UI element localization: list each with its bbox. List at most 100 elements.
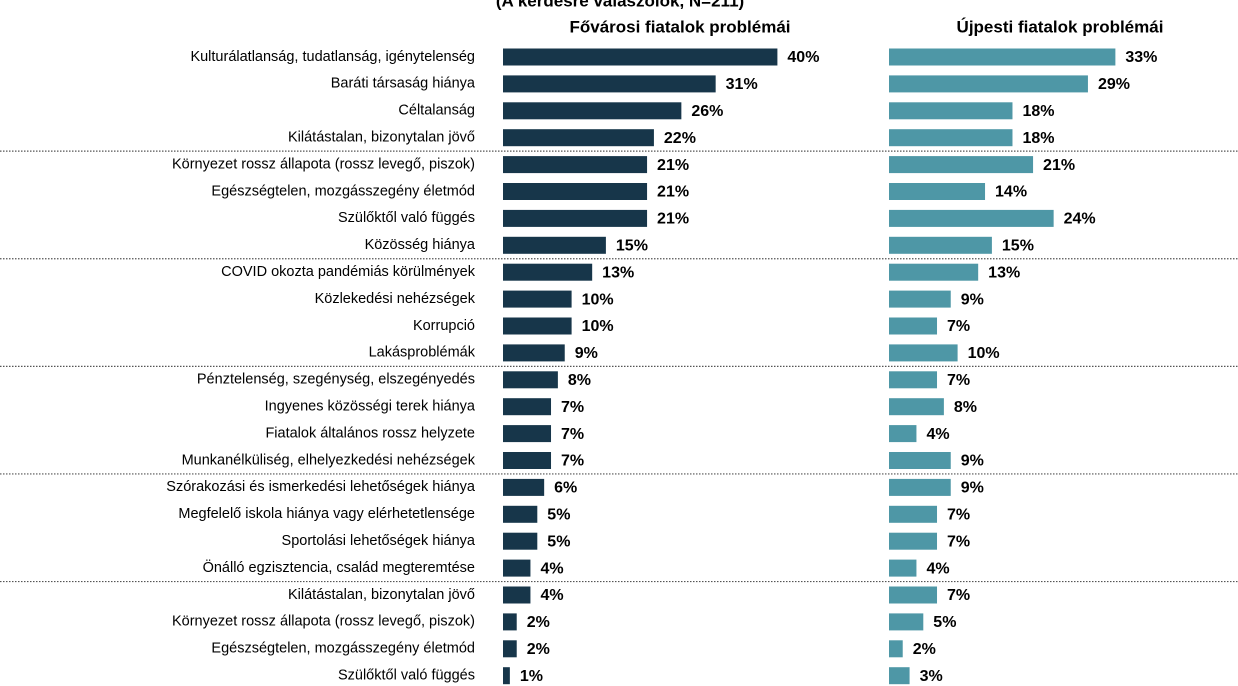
value-label: 10% (582, 291, 614, 308)
bar (503, 532, 538, 550)
value-label: 13% (988, 264, 1020, 281)
bar (889, 559, 917, 577)
bar (503, 236, 606, 254)
value-label: 29% (1098, 76, 1130, 93)
bar (889, 75, 1088, 93)
category-label: Egészségtelen, mozgásszegény életmód (211, 641, 475, 657)
value-label: 5% (547, 533, 570, 550)
value-label: 7% (561, 453, 584, 470)
category-label: Önálló egzisztencia, család megteremtése (203, 558, 475, 576)
bar (503, 586, 531, 604)
value-label: 2% (527, 641, 550, 658)
bar (889, 452, 951, 469)
bar (889, 344, 958, 362)
bar (503, 102, 682, 120)
bar (503, 263, 593, 281)
bar (889, 156, 1034, 174)
category-label: Ingyenes közösségi terek hiánya (265, 399, 476, 415)
bar (503, 317, 572, 335)
category-label: Kulturálatlanság, tudatlanság, igénytele… (190, 49, 475, 65)
value-label: 3% (920, 668, 943, 685)
value-label: 7% (947, 507, 970, 524)
bar (889, 183, 986, 200)
bar (889, 532, 938, 550)
bar (503, 559, 531, 577)
category-label: Munkanélküliség, elhelyezkedési nehézség… (182, 452, 476, 468)
bar (503, 425, 552, 443)
value-label: 21% (657, 184, 689, 201)
bar (889, 586, 938, 604)
value-label: 24% (1064, 211, 1096, 228)
value-label: 7% (947, 533, 970, 550)
bar (503, 371, 558, 389)
category-label: Közösség hiánya (365, 237, 476, 253)
value-label: 26% (691, 103, 723, 120)
category-label: Pénztelenség, szegénység, elszegényedés (197, 372, 475, 388)
value-label: 9% (961, 453, 984, 470)
value-label: 13% (602, 264, 634, 281)
bar (503, 290, 572, 308)
value-label: 15% (1002, 238, 1034, 255)
category-label: COVID okozta pandémiás körülmények (221, 264, 476, 280)
value-label: 8% (568, 372, 591, 389)
value-label: 7% (947, 372, 970, 389)
bar (889, 667, 910, 685)
value-label: 6% (554, 480, 577, 497)
bar (889, 505, 938, 523)
bar (503, 452, 552, 469)
value-label: 8% (954, 399, 977, 416)
bar (889, 425, 917, 443)
bar (503, 156, 648, 174)
value-label: 31% (726, 76, 758, 93)
value-label: 22% (664, 130, 696, 147)
bar (889, 640, 903, 658)
bar (889, 398, 944, 416)
panel-title: Fővárosi fiatalok problémái (569, 17, 790, 36)
value-label: 4% (926, 426, 949, 443)
bar (889, 290, 951, 308)
value-label: 7% (561, 399, 584, 416)
value-label: 10% (582, 318, 614, 335)
bar (889, 236, 992, 254)
bar (503, 398, 552, 416)
panel-title: Újpesti fiatalok problémái (957, 17, 1164, 36)
category-label: Kilátástalan, bizonytalan jövő (288, 587, 475, 603)
category-label: Kilátástalan, bizonytalan jövő (288, 130, 475, 146)
bar (503, 75, 716, 93)
bar (503, 48, 778, 66)
category-label: Környezet rossz állapota (rossz levegő, … (172, 156, 475, 172)
bar (889, 48, 1116, 66)
bar (889, 371, 938, 389)
bar (889, 478, 951, 496)
chart-subtitle: (A kérdésre válaszolók, N=211) (496, 0, 744, 10)
category-label: Szórakozási és ismerkedési lehetőségek h… (166, 479, 476, 495)
category-label: Baráti társaság hiánya (331, 76, 476, 92)
value-label: 9% (961, 291, 984, 308)
bar (503, 344, 565, 362)
category-label: Környezet rossz állapota (rossz levegő, … (172, 614, 475, 630)
value-label: 21% (657, 157, 689, 174)
value-label: 4% (540, 560, 563, 577)
bar (503, 505, 538, 523)
bar (889, 317, 938, 335)
value-label: 7% (561, 426, 584, 443)
category-label: Fiatalok általános rossz helyzete (265, 425, 475, 441)
bar (503, 129, 654, 147)
bar (503, 209, 648, 227)
value-label: 9% (961, 480, 984, 497)
value-label: 4% (926, 560, 949, 577)
value-label: 4% (540, 587, 563, 604)
bar (889, 263, 979, 281)
category-label: Közlekedési nehézségek (315, 291, 476, 307)
category-label: Korrupció (413, 318, 475, 334)
bar (503, 613, 517, 631)
bar (889, 209, 1054, 227)
value-label: 21% (1043, 157, 1075, 174)
value-label: 7% (947, 318, 970, 335)
value-label: 5% (547, 507, 570, 524)
category-label: Lakásproblémák (369, 345, 476, 361)
bar (503, 640, 517, 658)
value-label: 18% (1022, 103, 1054, 120)
value-label: 2% (913, 641, 936, 658)
